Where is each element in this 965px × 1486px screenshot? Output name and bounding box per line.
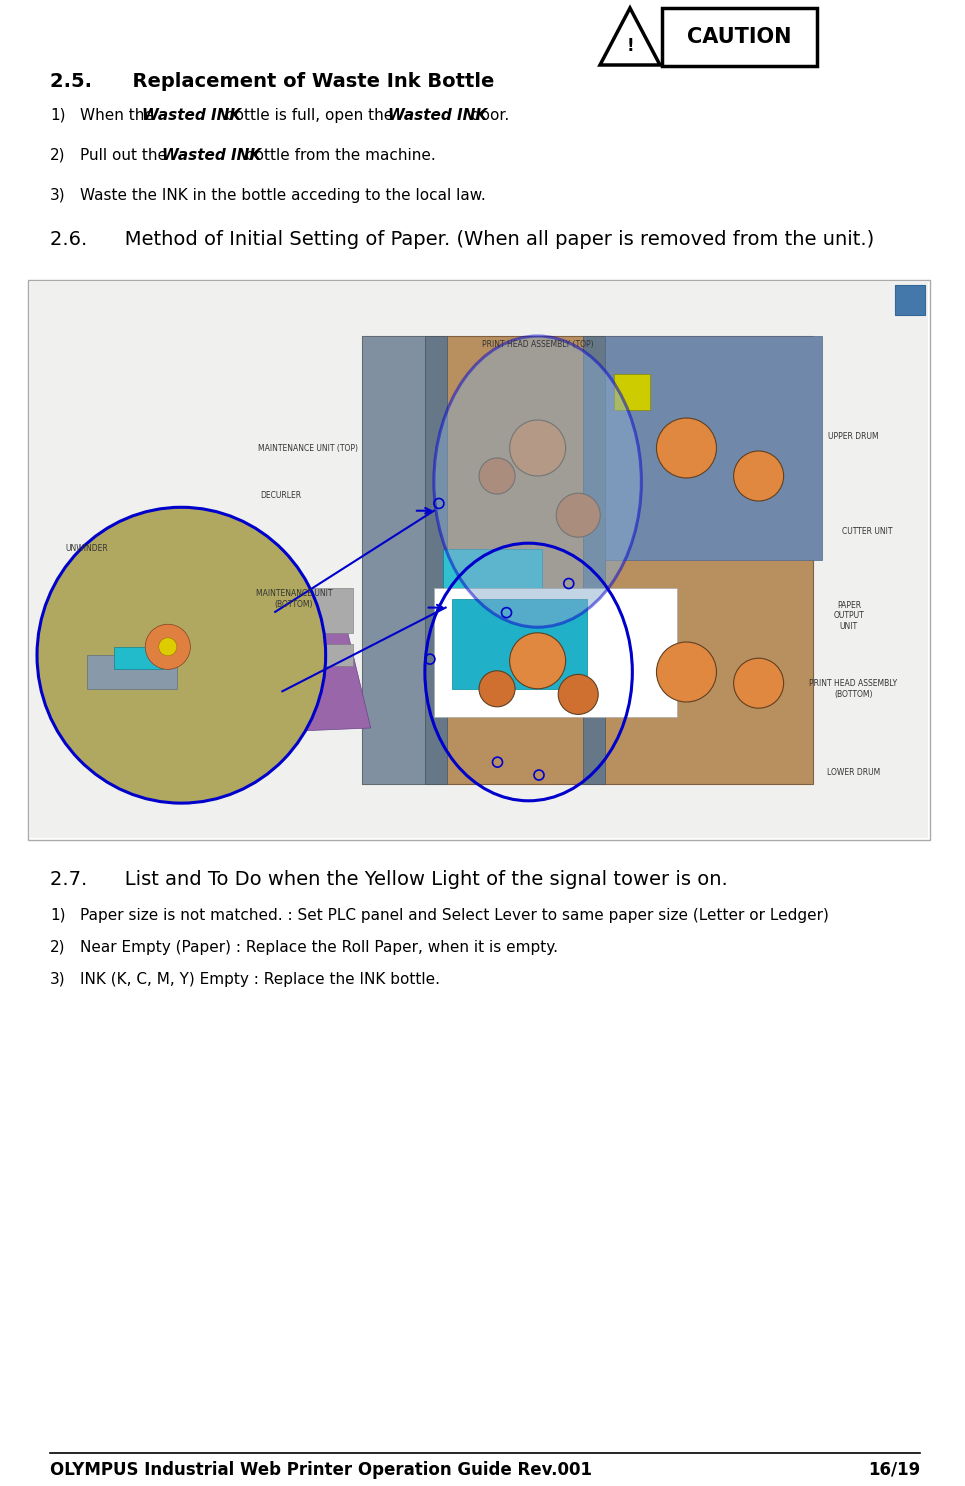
Text: CAUTION: CAUTION [687,27,791,48]
Text: door.: door. [466,108,510,123]
FancyBboxPatch shape [362,336,813,785]
Text: Waste the INK in the bottle acceding to the local law.: Waste the INK in the bottle acceding to … [80,189,485,204]
Polygon shape [73,588,371,739]
FancyBboxPatch shape [443,548,542,661]
Text: When the: When the [80,108,159,123]
Text: bottle is full, open the: bottle is full, open the [220,108,399,123]
FancyBboxPatch shape [100,643,353,666]
Text: CUTTER UNIT: CUTTER UNIT [841,528,892,536]
Text: 3): 3) [50,189,66,204]
Text: 3): 3) [50,972,66,987]
Text: PRINT HEAD ASSEMBLY (TOP): PRINT HEAD ASSEMBLY (TOP) [482,340,593,349]
Circle shape [556,493,600,538]
Circle shape [510,633,565,690]
FancyBboxPatch shape [434,588,677,716]
FancyBboxPatch shape [362,336,425,785]
FancyBboxPatch shape [87,655,177,690]
Circle shape [479,670,515,707]
FancyBboxPatch shape [114,646,163,669]
Text: 2.7.      List and To Do when the Yellow Light of the signal tower is on.: 2.7. List and To Do when the Yellow Ligh… [50,869,728,889]
Circle shape [733,658,784,709]
Circle shape [656,642,716,701]
FancyBboxPatch shape [28,279,930,840]
FancyBboxPatch shape [30,282,928,838]
FancyBboxPatch shape [895,285,925,315]
Text: OLYMPUS Industrial Web Printer Operation Guide Rev.001: OLYMPUS Industrial Web Printer Operation… [50,1461,592,1479]
Text: LOWER DRUM: LOWER DRUM [827,768,880,777]
Text: bottle from the machine.: bottle from the machine. [240,149,436,163]
Text: Pull out the: Pull out the [80,149,172,163]
Text: PRINT HEAD ASSEMBLY
(BOTTOM): PRINT HEAD ASSEMBLY (BOTTOM) [810,679,897,698]
Circle shape [479,458,515,493]
Text: Wasted INK: Wasted INK [162,149,262,163]
Text: DECURLER: DECURLER [260,490,301,501]
Text: 16/19: 16/19 [868,1461,920,1479]
FancyBboxPatch shape [425,336,448,785]
Text: UPPER DRUM: UPPER DRUM [828,432,879,441]
Text: 2.5.      Replacement of Waste Ink Bottle: 2.5. Replacement of Waste Ink Bottle [50,71,494,91]
Text: Near Empty (Paper) : Replace the Roll Paper, when it is empty.: Near Empty (Paper) : Replace the Roll Pa… [80,941,558,955]
FancyBboxPatch shape [100,588,353,633]
Text: 2): 2) [50,941,66,955]
Circle shape [733,450,784,501]
Text: MAINTENANCE UNIT (TOP): MAINTENANCE UNIT (TOP) [258,443,358,453]
Text: Wasted INK: Wasted INK [388,108,487,123]
Circle shape [558,675,598,715]
Text: INK (K, C, M, Y) Empty : Replace the INK bottle.: INK (K, C, M, Y) Empty : Replace the INK… [80,972,440,987]
FancyBboxPatch shape [452,599,588,690]
FancyBboxPatch shape [605,336,822,560]
Text: 1): 1) [50,908,66,923]
Text: Paper size is not matched. : Set PLC panel and Select Lever to same paper size (: Paper size is not matched. : Set PLC pan… [80,908,829,923]
Text: 1): 1) [50,108,66,123]
Ellipse shape [434,336,642,627]
Text: Wasted INK: Wasted INK [142,108,241,123]
Ellipse shape [37,507,325,802]
Text: MAINTENANCE UNIT
(BOTTOM): MAINTENANCE UNIT (BOTTOM) [256,590,332,609]
Text: UNWINDER: UNWINDER [66,544,108,553]
Circle shape [510,421,565,476]
FancyBboxPatch shape [615,374,650,410]
FancyBboxPatch shape [583,336,605,785]
Circle shape [656,418,716,478]
Circle shape [146,624,190,669]
Text: !: ! [626,37,634,55]
Circle shape [159,637,177,655]
Text: 2.6.      Method of Initial Setting of Paper. (When all paper is removed from th: 2.6. Method of Initial Setting of Paper.… [50,230,874,250]
FancyBboxPatch shape [662,7,817,65]
Text: PAPER
OUTPUT
UNIT: PAPER OUTPUT UNIT [834,602,865,632]
Text: 2): 2) [50,149,66,163]
